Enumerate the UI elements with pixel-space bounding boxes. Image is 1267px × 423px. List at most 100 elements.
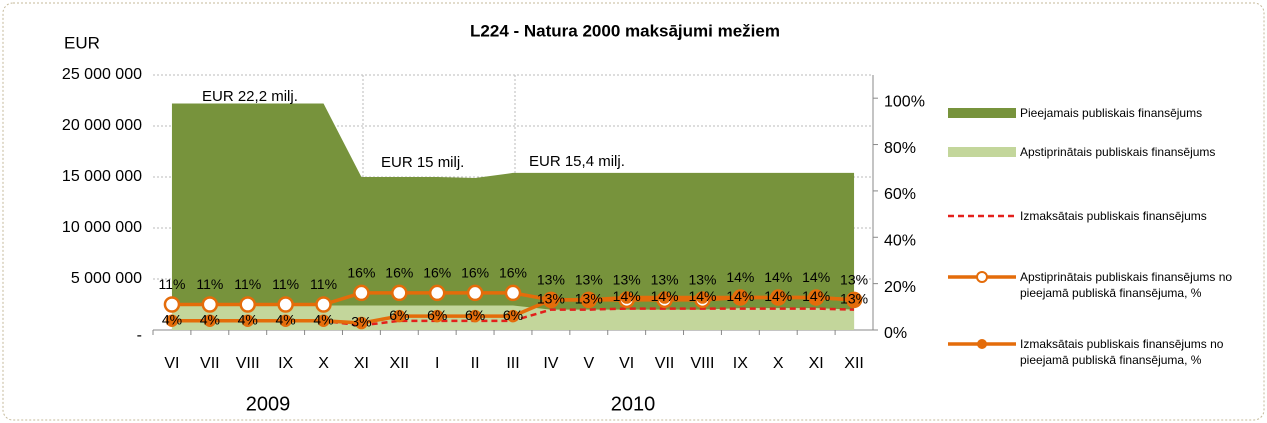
legend-swatch (948, 108, 1016, 118)
y-tick-label: 25 000 000 (62, 66, 142, 83)
marker (847, 293, 861, 307)
x-tick-label: X (773, 355, 784, 372)
y2-tick-label: 80% (884, 140, 916, 157)
data-label: 16% (385, 265, 413, 281)
marker (353, 284, 370, 302)
data-label: 14% (764, 269, 792, 285)
data-label: 6% (389, 307, 409, 323)
y2-tick-label: 60% (884, 186, 916, 203)
data-label: 3% (351, 314, 371, 330)
data-label: 13% (840, 291, 868, 307)
data-label: 11% (234, 276, 261, 292)
data-label: 13% (688, 272, 716, 288)
marker (163, 296, 181, 313)
data-label: 14% (613, 288, 641, 304)
data-label: 13% (537, 291, 565, 307)
marker (734, 291, 747, 304)
annotation: EUR 15 milj. (381, 154, 464, 171)
data-label: 13% (613, 272, 641, 288)
year-label: 2009 (246, 393, 291, 415)
marker (466, 284, 484, 302)
x-tick-label: VI (164, 355, 179, 372)
data-label: 6% (465, 307, 485, 323)
y-axis-label: EUR (64, 33, 100, 52)
x-tick-label: X (318, 355, 329, 372)
data-label: 16% (347, 265, 375, 281)
marker (277, 296, 294, 313)
marker (317, 314, 330, 327)
y2-tick-label: 40% (884, 232, 916, 249)
data-label: 4% (162, 311, 182, 327)
data-label: 11% (196, 276, 223, 292)
x-tick-label: IX (278, 355, 293, 372)
data-label: 13% (537, 272, 565, 288)
marker (544, 293, 558, 307)
x-tick-label: VII (200, 355, 220, 372)
marker (582, 293, 596, 307)
y2-tick-label: 100% (884, 93, 925, 110)
x-tick-label: II (471, 355, 480, 372)
x-tick-label: VI (619, 355, 634, 372)
marker (393, 309, 406, 323)
y2-tick-label: 20% (884, 279, 916, 296)
marker (430, 309, 444, 323)
marker (201, 296, 219, 313)
marker (620, 291, 633, 304)
data-label: 16% (461, 265, 489, 281)
x-tick-label: IX (733, 355, 748, 372)
x-tick-label: XII (390, 355, 410, 372)
data-label: 14% (802, 288, 830, 304)
data-label: 4% (276, 311, 296, 327)
annotation: EUR 22,2 milj. (202, 88, 298, 105)
marker (506, 309, 520, 323)
marker (658, 291, 671, 304)
marker (239, 296, 256, 313)
data-label: 13% (575, 272, 603, 288)
year-label: 2010 (611, 393, 656, 415)
data-label: 14% (726, 269, 754, 285)
x-tick-label: VIII (236, 355, 260, 372)
legend-label: Pieejamais publiskais finansējums (1020, 106, 1203, 120)
marker (504, 284, 522, 302)
legend-label: Apstiprinātais publiskais finansējums (1020, 145, 1216, 159)
x-tick-label: XI (809, 355, 824, 372)
marker (241, 314, 254, 327)
data-label: 13% (840, 272, 868, 288)
data-label: 14% (802, 269, 830, 285)
x-tick-label: I (435, 355, 439, 372)
legend-label: Izmaksātais publiskais finansējums (1020, 209, 1207, 223)
data-label: 13% (575, 291, 603, 307)
marker (315, 296, 332, 313)
data-label: 4% (238, 311, 258, 327)
x-tick-label: XI (354, 355, 369, 372)
y-tick-label: 10 000 000 (62, 219, 142, 236)
marker (772, 291, 785, 304)
data-label: 4% (200, 311, 220, 327)
marker (809, 291, 823, 304)
y-tick-label: 5 000 000 (71, 270, 142, 287)
legend-swatch (948, 147, 1016, 157)
data-label: 6% (503, 307, 523, 323)
marker (203, 314, 217, 327)
data-label: 11% (272, 276, 299, 292)
marker (279, 314, 292, 327)
data-label: 13% (651, 272, 679, 288)
x-tick-label: VII (655, 355, 675, 372)
y2-tick-label: 0% (884, 325, 907, 342)
legend-label: Izmaksātais publiskais finansējums no pi… (1020, 337, 1224, 367)
marker (428, 284, 446, 302)
x-tick-label: XII (844, 355, 864, 372)
data-label: 11% (158, 276, 185, 292)
legend-label: Apstiprinātais publiskais finansējums no… (1020, 270, 1233, 300)
data-label: 4% (313, 311, 333, 327)
marker (391, 284, 408, 302)
marker (468, 309, 482, 323)
data-label: 11% (310, 276, 337, 292)
x-tick-label: III (506, 355, 519, 372)
data-label: 6% (427, 307, 447, 323)
legend-swatch (977, 339, 987, 349)
x-tick-label: IV (543, 355, 558, 372)
area (171, 103, 855, 330)
